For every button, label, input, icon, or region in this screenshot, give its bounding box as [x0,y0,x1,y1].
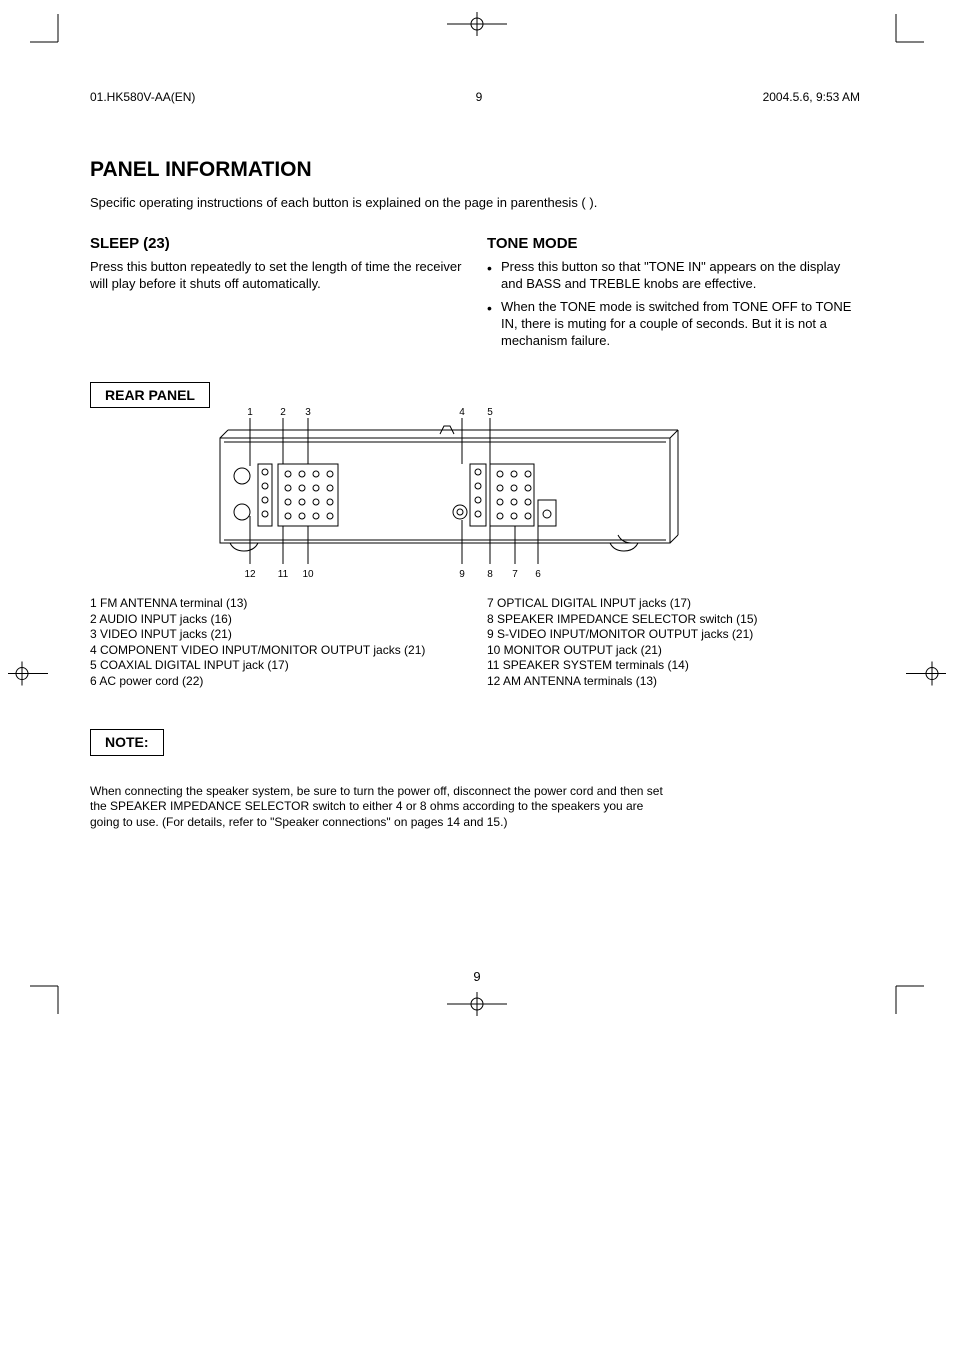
tone-bullet-1: Press this button so that "TONE IN" appe… [487,259,860,293]
sleep-heading: SLEEP (23) [90,234,463,254]
ref-3: 3 VIDEO INPUT jacks (21) [90,627,463,643]
note-label: NOTE: [90,729,164,755]
ref-11: 11 SPEAKER SYSTEM terminals (14) [487,658,860,674]
rear-panel-label: REAR PANEL [90,382,210,408]
reference-columns: 1 FM ANTENNA terminal (13) 2 AUDIO INPUT… [90,596,860,690]
page-number-bottom: 9 [473,969,480,986]
tone-mode-heading: TONE MODE [487,234,860,254]
file-name-left: 01.HK580V-AA(EN) [90,90,195,106]
ref-7: 7 OPTICAL DIGITAL INPUT jacks (17) [487,596,860,612]
callout-top-4: 4 [459,406,465,419]
ref-col-left: 1 FM ANTENNA terminal (13) 2 AUDIO INPUT… [90,596,463,690]
ref-6: 6 AC power cord (22) [90,674,463,690]
page-number-top: 9 [476,90,483,106]
ref-4: 4 COMPONENT VIDEO INPUT/MONITOR OUTPUT j… [90,643,463,659]
crop-mark-tr [894,12,934,57]
crop-mark-br [894,976,934,1021]
left-column: SLEEP (23) Press this button repeatedly … [90,234,463,356]
ref-2: 2 AUDIO INPUT jacks (16) [90,612,463,628]
right-column: TONE MODE Press this button so that "TON… [487,234,860,356]
intro-text: Specific operating instructions of each … [90,195,860,212]
ref-5: 5 COAXIAL DIGITAL INPUT jack (17) [90,658,463,674]
callout-bot-7: 7 [512,568,518,581]
ref-10: 10 MONITOR OUTPUT jack (21) [487,643,860,659]
two-column-section: SLEEP (23) Press this button repeatedly … [90,234,860,356]
ref-8: 8 SPEAKER IMPEDANCE SELECTOR switch (15) [487,612,860,628]
tone-bullet-2: When the TONE mode is switched from TONE… [487,299,860,350]
callout-bot-11: 11 [278,568,288,581]
callout-bot-12: 12 [244,568,255,581]
callout-top-3: 3 [305,406,311,419]
callout-top-2: 2 [280,406,286,419]
crop-mark-bl [20,976,60,1021]
ref-12: 12 AM ANTENNA terminals (13) [487,674,860,690]
page-content: 01.HK580V-AA(EN) 9 2004.5.6, 9:53 AM PAN… [90,90,860,830]
tone-mode-bullets: Press this button so that "TONE IN" appe… [487,259,860,349]
registration-mark-bottom [447,992,507,1021]
page-title: PANEL INFORMATION [90,156,860,183]
registration-mark-top [447,12,507,41]
registration-mark-right [906,661,946,690]
ref-9: 9 S-VIDEO INPUT/MONITOR OUTPUT jacks (21… [487,627,860,643]
crop-mark-tl [20,12,60,57]
callout-bot-6: 6 [535,568,541,581]
callout-bot-10: 10 [302,568,313,581]
note-body: When connecting the speaker system, be s… [90,784,670,831]
sleep-body: Press this button repeatedly to set the … [90,259,463,293]
callout-top-5: 5 [487,406,493,419]
ref-1: 1 FM ANTENNA terminal (13) [90,596,463,612]
rear-panel-diagram: 1 2 3 4 5 12 11 10 9 8 7 6 [170,416,700,586]
timestamp-right: 2004.5.6, 9:53 AM [763,90,860,106]
registration-mark-left [8,661,48,690]
rear-panel-svg [170,416,700,586]
callout-bot-8: 8 [487,568,493,581]
callout-top-1: 1 [247,406,253,419]
ref-col-right: 7 OPTICAL DIGITAL INPUT jacks (17) 8 SPE… [487,596,860,690]
header-row: 01.HK580V-AA(EN) 9 2004.5.6, 9:53 AM [90,90,860,106]
callout-bot-9: 9 [459,568,465,581]
